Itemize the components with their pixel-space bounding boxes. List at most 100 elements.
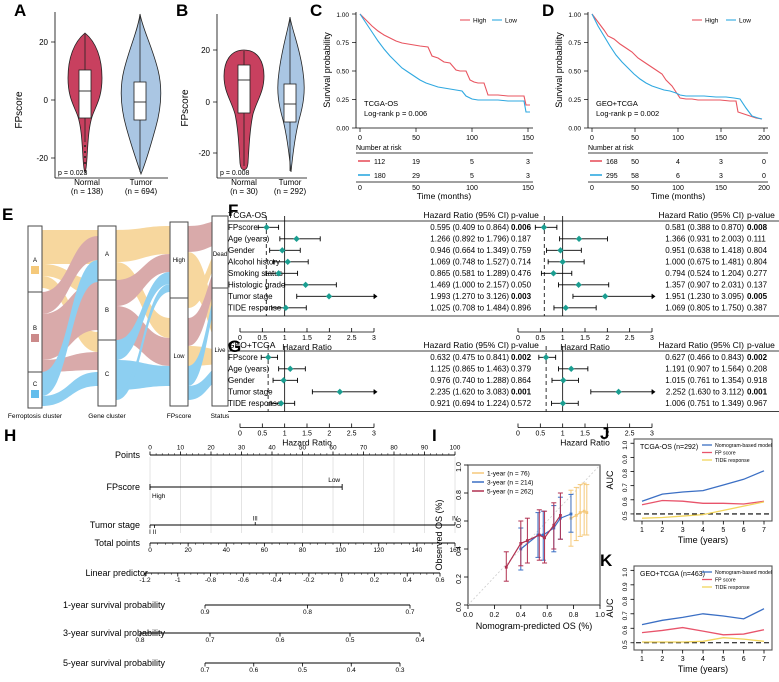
svgG-xtick: 1 [283,431,287,438]
svgG-xlabel: Hazard Ratio [560,438,610,448]
panel-h-tick: 70 [360,445,368,452]
svgG-row-label: FPscore [228,353,258,362]
svgF-xtick: 2.5 [347,335,357,342]
panel-i-xtick: 0.8 [569,612,579,619]
panel-c-risk-r1-v2: 5 [470,173,474,180]
svgG-xtick: 2.5 [347,431,357,438]
panel-i-xlabel: Nomogram-predicted OS (%) [476,621,593,631]
svgF-row-p-left: 0.050 [511,280,532,289]
svgG-row-hr-left: 1.125 (0.865 to 1.463) [430,364,509,373]
panel-d-risk-r0-v0: 168 [606,159,618,166]
svgK-xtick: 5 [721,656,725,663]
svgJ-xtick: 7 [762,527,766,534]
panel-h-stage-tick: IV [452,517,458,523]
panel-h-row-label: FPscore [106,482,140,492]
panel-a-ytick-1: 0 [44,96,49,105]
svgG-ci-right [551,377,579,384]
panel-d-risk-r0-v1: 50 [631,159,639,166]
panel-k-label: K [600,551,613,570]
svgF-xtick: 0.5 [535,335,545,342]
panel-d-xlabel: Time (months) [651,191,706,201]
svgF-xtick: 0.5 [257,335,267,342]
panel-c-ytick-4: 0.00 [336,126,349,133]
panel-c-risk-r0-v0: 112 [374,159,385,166]
panel-e-node-fc-c: C [33,382,38,388]
panel-i-ytick: 0.2 [456,574,463,584]
svgG-ci-right [538,354,557,361]
panel-b-ylabel: FPscore [180,89,191,127]
panel-h-tick: 100 [335,547,346,554]
panel-c-risk-r1-v1: 29 [412,173,420,180]
svgF-title: TCGA-OS [228,210,267,220]
svgF-row-label: Alcohol history [228,257,280,266]
svgJ-ytick: 0.9 [622,454,629,463]
svgG-row-p-right: 0.001 [747,387,768,396]
svgJ-ytick: 0.5 [622,511,629,520]
panel-e-flows [42,220,226,406]
svgF-ci-left [284,281,337,289]
svgG-row-label: Gender [228,376,255,385]
svgG-ci-left [278,365,306,373]
panel-b-label: B [176,1,189,20]
svgG-xtick: 0 [238,431,242,438]
svgF-xtick: 1 [561,335,565,342]
panel-h-tick: 0.6 [249,667,258,674]
svgF-row-hr-left: 1.469 (1.000 to 2.157) [430,280,509,289]
legend-swatch-a [31,266,39,274]
panel-c-legend: High Low [460,18,517,25]
panel-b-violin-tumor [277,16,305,173]
panel-d-xtick2-2: 100 [672,185,684,192]
svgF-row-hr-left: 0.595 (0.409 to 0.864) [430,223,509,232]
svgG-row-p-left: 0.864 [511,376,532,385]
panel-c-curve-high [359,13,530,106]
svgF-row-p-left: 0.896 [511,303,532,312]
panel-h-tick: -1 [175,577,181,584]
panel-i-series-3-year [520,513,572,550]
panel-e-node-fc-b: B [33,326,37,332]
panel-h-tick: 0.4 [403,577,412,584]
panel-e-node-fp-high: High [173,258,185,264]
panel-h-tick: 120 [373,547,384,554]
svgK-series [642,637,765,643]
panel-i: I 0.0 0.2 0.4 0.6 0.8 1.0 0.0 0.2 0.4 0.6 0.8 1.0 No… [428,425,608,682]
panel-e-label: E [2,205,14,224]
svgF-xtick: 1 [283,335,287,342]
svgJ-xtick: 1 [640,527,644,534]
panel-b-pvalue: p = 0.008 [220,170,249,177]
panel-c-risk-title: Number at risk [356,145,402,152]
panel-d-risk-r0-v4: 0 [762,159,766,166]
panel-c-ytick-3: 0.25 [336,97,349,104]
panel-h-tick: 0.7 [200,667,209,674]
panel-e-axis-1: Gene cluster [88,413,126,420]
svgF-ci-left [265,270,299,277]
panel-h-tick: 60 [261,547,269,554]
svgF-row-p-right: 0.277 [747,269,768,278]
panel-h-row-label: Total points [94,538,140,548]
panel-c-xtick2-1: 50 [412,185,420,192]
svgF-row-label: Tumor stage [228,292,273,301]
panel-a-group-1-name: Tumor [129,178,153,187]
svgF-ci-right [559,235,608,243]
panel-g-label: G [228,337,242,356]
panel-d-logrank: Log-rank p = 0.002 [596,109,659,118]
svgK-frame [633,565,773,651]
panel-i-xtick: 0.0 [463,612,473,619]
panel-i-ytick: 0.4 [456,546,463,556]
panel-e-col4-nodes: Dead Live [211,215,229,407]
panel-b-ytick-0: 20 [201,46,210,55]
panel-h-tick: 0.9 [200,609,209,616]
svgF-ci-left [279,235,321,243]
panel-h-tick: 20 [185,547,193,554]
svgG-xtick: 1.5 [580,431,590,438]
legend-swatch-b [31,334,39,342]
panel-h-stage-tick: III [253,517,258,523]
svgF-ci-right [534,224,558,231]
panel-i-ytick: 1.0 [456,462,463,472]
panel-c-logrank: Log-rank p = 0.006 [364,109,427,118]
panel-h-tick: 0.8 [303,609,312,616]
svgG-xlabel: Hazard Ratio [282,438,332,448]
panel-e-node-status-dead: Dead [213,252,227,258]
panel-h-row-label: 3-year survival probability [63,628,166,638]
panel-h-tick: 160 [450,547,461,554]
svgG-col-p-left: p-value [511,340,539,350]
